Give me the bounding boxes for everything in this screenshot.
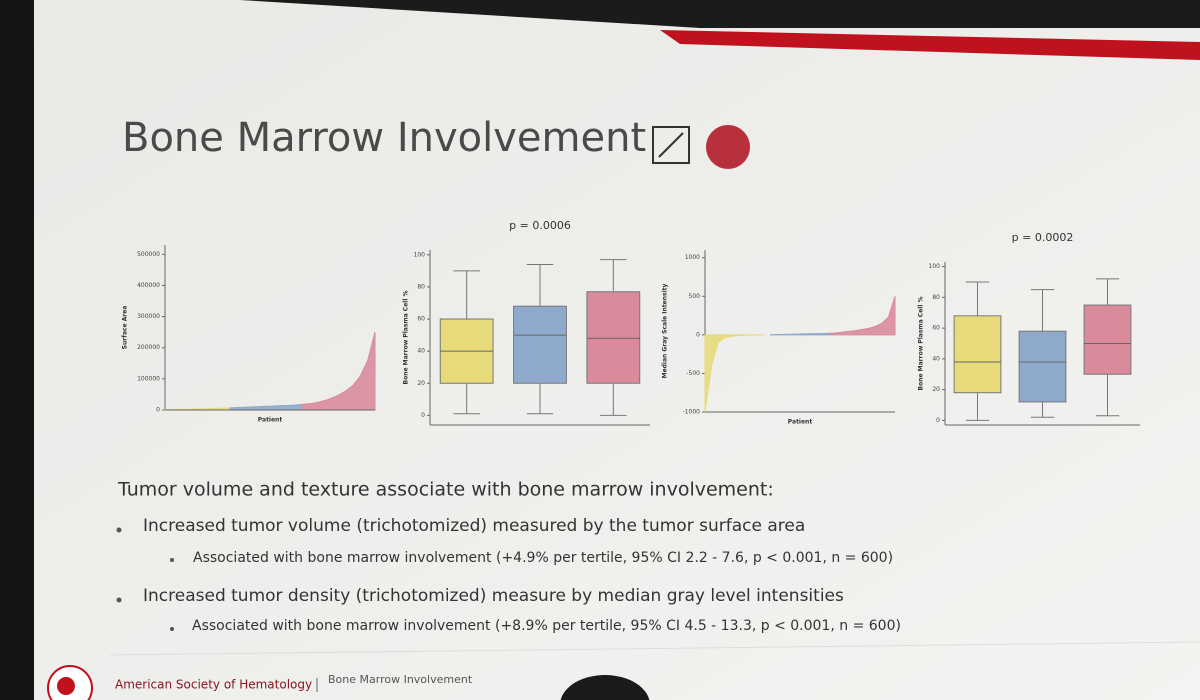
screen-edge	[0, 0, 34, 700]
y-tick-label: -1000	[683, 409, 701, 416]
y-tick-label: 0	[421, 412, 425, 419]
y-tick-label: -500	[686, 370, 700, 377]
bullet-text: Increased tumor density (trichotomized) …	[143, 586, 844, 606]
sub-bullet-text: Associated with bone marrow involvement …	[193, 550, 893, 566]
footer-section: Bone Marrow Involvement	[328, 673, 473, 686]
x-axis-label: Patient	[258, 417, 283, 424]
bullet	[170, 627, 174, 631]
chart: 0 20 40 60 80 100 Bone Marrow Plasma Cell % p =…	[918, 231, 1140, 426]
y-tick-label: 200000	[137, 344, 160, 351]
y-tick-label: 300000	[137, 313, 160, 320]
y-axis-label: Median Gray Scale Intensity	[662, 284, 669, 379]
y-tick-label: 60	[417, 316, 425, 323]
logo-mark	[57, 677, 75, 695]
audience-head	[560, 675, 650, 700]
footer-org: American Society of Hematology	[115, 678, 312, 692]
y-tick-label: 1000	[685, 254, 700, 261]
chart: 0 100000 200000 300000 400000 500000 Surface A…	[122, 245, 376, 424]
y-tick-label: 80	[417, 283, 425, 290]
area	[229, 403, 304, 411]
y-tick-label: 500	[689, 293, 701, 300]
box	[1018, 330, 1067, 403]
chart: 0 20 40 60 80 100 Bone Marrow Plasma Cell % p =…	[403, 219, 650, 426]
y-tick-label: 500000	[137, 251, 160, 258]
area	[302, 332, 376, 411]
y-tick-label: 40	[932, 355, 940, 362]
bullet	[116, 527, 122, 533]
y-tick-label: 60	[932, 325, 940, 332]
y-tick-label: 20	[417, 380, 425, 387]
y-tick-label: 0	[696, 331, 700, 338]
y-tick-label: 100000	[137, 375, 160, 382]
y-tick-label: 100	[929, 263, 941, 270]
chart-title: p = 0.0006	[509, 219, 571, 232]
area	[828, 296, 896, 336]
chart-title: p = 0.0002	[1012, 231, 1074, 244]
y-tick-label: 0	[936, 417, 940, 424]
chart: -1000 -500 0 500 1000 Median Gray Scale Inten…	[662, 250, 896, 426]
footer-rule	[109, 641, 1200, 656]
cell-icon	[706, 125, 750, 169]
box	[1083, 304, 1132, 375]
y-axis-label: Bone Marrow Plasma Cell %	[403, 291, 410, 385]
y-tick-label: 20	[932, 386, 940, 393]
red-stripe	[660, 30, 1200, 60]
top-shadow	[240, 0, 1200, 28]
y-axis-label: Surface Area	[122, 306, 129, 350]
x-axis-label: Patient	[788, 419, 813, 426]
box	[586, 291, 641, 384]
bullet	[116, 597, 122, 603]
y-axis-label: Bone Marrow Plasma Cell %	[918, 297, 925, 391]
slide-title: Bone Marrow Involvement	[122, 115, 646, 161]
heading: Tumor volume and texture associate with …	[117, 479, 774, 501]
sub-bullet-text: Associated with bone marrow involvement …	[192, 618, 901, 634]
y-tick-label: 40	[417, 348, 425, 355]
y-tick-label: 0	[156, 407, 160, 414]
box	[953, 315, 1002, 394]
bullet	[170, 558, 174, 562]
expand-icon	[652, 126, 690, 164]
box	[513, 305, 567, 384]
y-tick-label: 100	[414, 251, 426, 258]
area	[704, 334, 765, 413]
y-tick-label: 80	[932, 294, 940, 301]
bullet-text: Increased tumor volume (trichotomized) m…	[143, 516, 805, 536]
y-tick-label: 400000	[137, 282, 160, 289]
